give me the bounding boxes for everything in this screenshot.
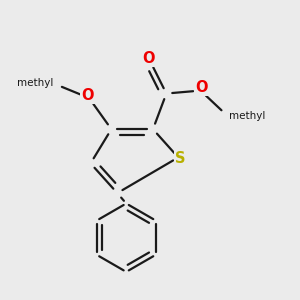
Text: O: O <box>81 88 94 103</box>
Text: methyl: methyl <box>229 111 265 121</box>
Text: methyl: methyl <box>17 78 53 88</box>
Text: O: O <box>196 80 208 95</box>
Text: S: S <box>176 152 186 166</box>
Text: O: O <box>142 51 155 66</box>
